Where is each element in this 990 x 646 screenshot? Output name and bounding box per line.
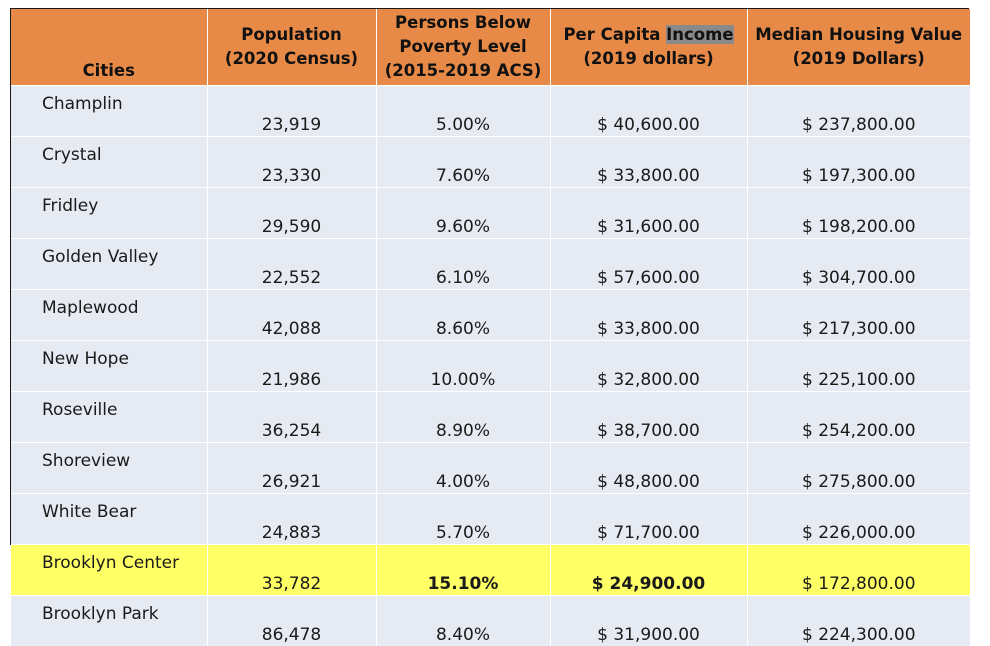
city-comparison-table: Cities Population (2020 Census) Persons … [11,9,970,646]
population-cell: 29,590 [207,188,376,239]
income-cell: $ 57,600.00 [550,239,747,290]
income-cell: $ 32,800.00 [550,341,747,392]
income-cell: $ 33,800.00 [550,290,747,341]
city-comparison-table-container: Cities Population (2020 Census) Persons … [10,8,969,545]
poverty-cell: 6.10% [376,239,550,290]
poverty-cell: 9.60% [376,188,550,239]
column-header-population: Population (2020 Census) [207,9,376,86]
city-cell: Roseville [11,392,207,443]
poverty-cell: 8.60% [376,290,550,341]
city-cell: New Hope [11,341,207,392]
population-cell: 36,254 [207,392,376,443]
housing-cell: $ 304,700.00 [747,239,970,290]
poverty-cell: 10.00% [376,341,550,392]
population-cell: 33,782 [207,545,376,596]
housing-cell: $ 197,300.00 [747,137,970,188]
population-cell: 22,552 [207,239,376,290]
column-header-income: Per Capita Income (2019 dollars) [550,9,747,86]
column-header-poverty: Persons Below Poverty Level (2015-2019 A… [376,9,550,86]
population-cell: 23,919 [207,86,376,137]
poverty-cell: 4.00% [376,443,550,494]
header-row: Cities Population (2020 Census) Persons … [11,9,970,86]
income-cell: $ 48,800.00 [550,443,747,494]
income-header-prefix: Per Capita [563,25,666,44]
city-cell: Champlin [11,86,207,137]
column-header-cities: Cities [11,9,207,86]
poverty-cell: 8.40% [376,596,550,646]
city-cell: White Bear [11,494,207,545]
population-cell: 23,330 [207,137,376,188]
income-cell: $ 31,600.00 [550,188,747,239]
poverty-cell: 7.60% [376,137,550,188]
housing-cell: $ 217,300.00 [747,290,970,341]
population-cell: 86,478 [207,596,376,646]
city-cell: Golden Valley [11,239,207,290]
housing-cell: $ 254,200.00 [747,392,970,443]
city-cell: Brooklyn Center [11,545,207,596]
income-cell: $ 31,900.00 [550,596,747,646]
city-cell: Fridley [11,188,207,239]
income-header-highlighted-word: Income [666,25,733,44]
column-header-housing: Median Housing Value (2019 Dollars) [747,9,970,86]
housing-cell: $ 172,800.00 [747,545,970,596]
population-cell: 26,921 [207,443,376,494]
housing-cell: $ 275,800.00 [747,443,970,494]
population-cell: 42,088 [207,290,376,341]
income-cell: $ 33,800.00 [550,137,747,188]
housing-cell: $ 226,000.00 [747,494,970,545]
population-cell: 24,883 [207,494,376,545]
income-cell: $ 38,700.00 [550,392,747,443]
poverty-cell: 5.70% [376,494,550,545]
housing-cell: $ 198,200.00 [747,188,970,239]
housing-cell: $ 225,100.00 [747,341,970,392]
city-cell: Maplewood [11,290,207,341]
city-cell: Shoreview [11,443,207,494]
income-cell: $ 24,900.00 [550,545,747,596]
city-cell: Crystal [11,137,207,188]
income-cell: $ 71,700.00 [550,494,747,545]
income-cell: $ 40,600.00 [550,86,747,137]
poverty-cell: 15.10% [376,545,550,596]
income-header-suffix: (2019 dollars) [583,49,713,68]
population-cell: 21,986 [207,341,376,392]
housing-cell: $ 237,800.00 [747,86,970,137]
poverty-cell: 5.00% [376,86,550,137]
poverty-cell: 8.90% [376,392,550,443]
city-cell: Brooklyn Park [11,596,207,646]
housing-cell: $ 224,300.00 [747,596,970,646]
